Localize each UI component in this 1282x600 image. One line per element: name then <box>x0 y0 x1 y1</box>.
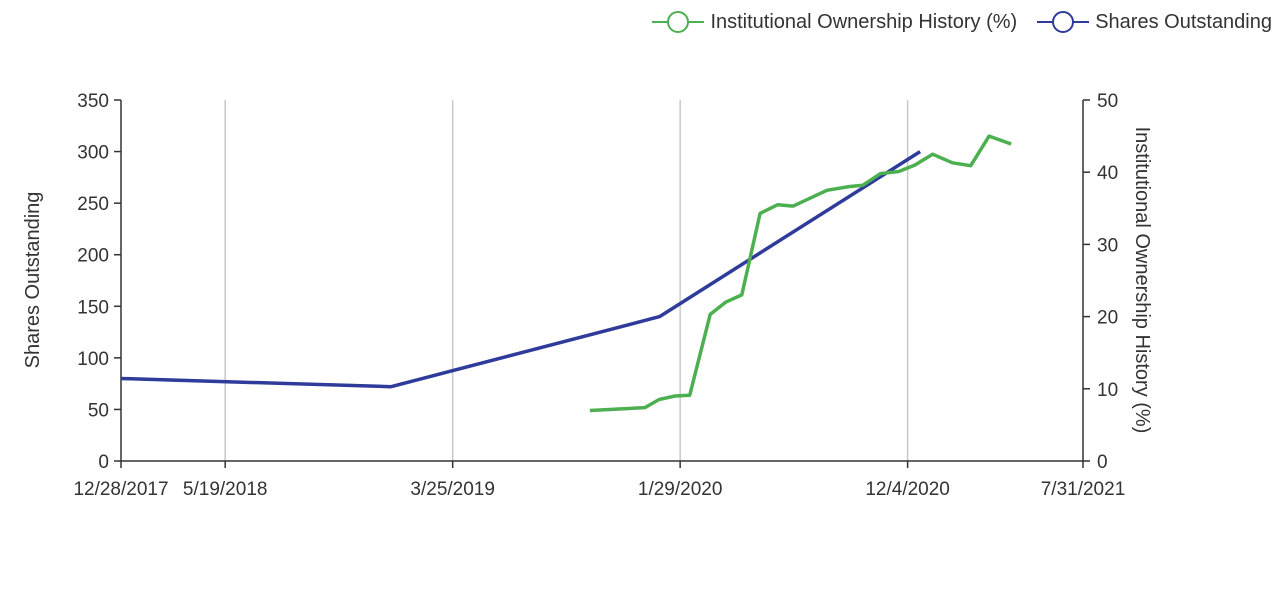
x-tick-label: 7/31/2021 <box>1041 479 1126 500</box>
x-tick-label: 12/28/2017 <box>73 479 168 500</box>
y-left-tick-label: 0 <box>98 452 109 473</box>
y-right-tick-label: 0 <box>1097 452 1108 473</box>
legend-line-circle-icon <box>1037 11 1090 33</box>
y-left-tick-label: 250 <box>77 194 109 215</box>
y-right-tick-label: 10 <box>1097 380 1118 401</box>
chart-axes: 0 50 100 150 200 250 300 350 0 10 20 30 40 50 12/28/20… <box>73 91 1125 500</box>
legend-label-shares-outstanding: Shares Outstanding <box>1095 10 1272 33</box>
series-lines <box>120 134 1012 413</box>
y-right-tick-label: 40 <box>1097 163 1118 184</box>
legend-label-institutional-ownership: Institutional Ownership History (%) <box>710 10 1018 33</box>
y-left-tick-label: 100 <box>77 349 109 370</box>
y-left-tick-label: 350 <box>77 91 109 112</box>
x-tick-label: 12/4/2020 <box>865 479 950 500</box>
y-right-tick-label: 50 <box>1097 91 1118 112</box>
x-tick-label: 1/29/2020 <box>638 479 723 500</box>
y-right-tick-label: 20 <box>1097 308 1118 329</box>
legend-item-institutional-ownership[interactable]: Institutional Ownership History (%) <box>652 9 1017 35</box>
y-axis-left-title: Shares Outstanding <box>22 192 44 369</box>
shares-outstanding-line <box>120 150 922 389</box>
y-right-tick-label: 30 <box>1097 235 1118 256</box>
legend-item-shares-outstanding[interactable]: Shares Outstanding <box>1037 9 1272 35</box>
y-axis-right-title: Institutional Ownership History (%) <box>1131 127 1153 434</box>
y-left-tick-label: 300 <box>77 143 109 164</box>
grid-lines <box>224 100 909 461</box>
x-tick-label: 3/25/2019 <box>410 479 495 500</box>
chart-legend: Institutional Ownership History (%) Shar… <box>632 9 1272 35</box>
x-tick-label: 5/19/2018 <box>183 479 268 500</box>
y-left-tick-label: 50 <box>88 400 109 421</box>
y-left-tick-label: 150 <box>77 297 109 318</box>
legend-line-circle-icon <box>652 11 705 33</box>
institutional-ownership-line <box>589 134 1012 413</box>
y-left-tick-label: 200 <box>77 246 109 267</box>
